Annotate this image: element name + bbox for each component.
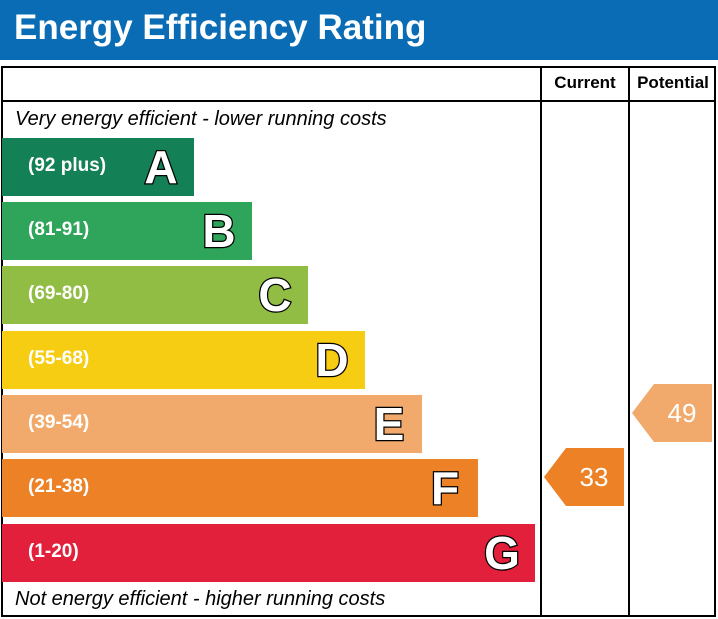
band-range-label: (92 plus) [28,155,107,176]
band-range-label: (81-91) [28,219,90,240]
band-range-label: (55-68) [28,348,90,369]
band-letter-text: A [144,141,177,193]
band-g: (1-20) G [2,524,535,582]
potential-marker-arrow [632,384,712,442]
column-header-potential: Potential [637,73,709,92]
band-letter-a: A [143,140,179,195]
band-letter-c: C [257,268,293,323]
column-divider-current [540,66,542,617]
note-efficient: Very energy efficient - lower running co… [15,108,387,130]
band-letter-text: B [202,205,235,257]
column-divider-potential [628,66,630,617]
potential-rating-value: 49 [667,398,697,428]
band-letter-text: D [315,334,348,386]
current-rating-marker: 33 [544,448,624,506]
band-letter-text: F [431,462,459,514]
note-inefficient: Not energy efficient - higher running co… [15,588,386,610]
band-letter-text: C [258,269,291,321]
header-bar: Energy Efficiency Rating [0,0,718,60]
band-range-label: (21-38) [28,476,90,497]
current-marker-arrow [544,448,624,506]
header-row-divider [1,100,716,102]
band-range-label: (1-20) [28,541,79,562]
potential-marker-shape [632,384,712,442]
band-letter-text: E [374,398,405,450]
band-range-label: (69-80) [28,283,90,304]
potential-rating-marker: 49 [632,384,712,442]
band-letter-f: F [430,461,461,516]
column-header-current: Current [554,73,616,92]
page-title: Energy Efficiency Rating [14,8,427,47]
band-letter-b: B [201,204,237,259]
band-b: (81-91) B [2,202,252,260]
band-e: (39-54) E [2,395,422,453]
band-a: (92 plus) A [2,138,194,196]
band-letter-text: G [484,527,520,579]
band-f: (21-38) F [2,459,478,517]
current-marker-shape [544,448,624,506]
band-c: (69-80) C [2,266,308,324]
band-range-label: (39-54) [28,412,90,433]
current-rating-value: 33 [579,462,609,492]
band-letter-e: E [372,397,405,452]
band-d: (55-68) D [2,331,365,389]
band-letter-d: D [314,333,350,388]
band-letter-g: G [483,526,521,581]
